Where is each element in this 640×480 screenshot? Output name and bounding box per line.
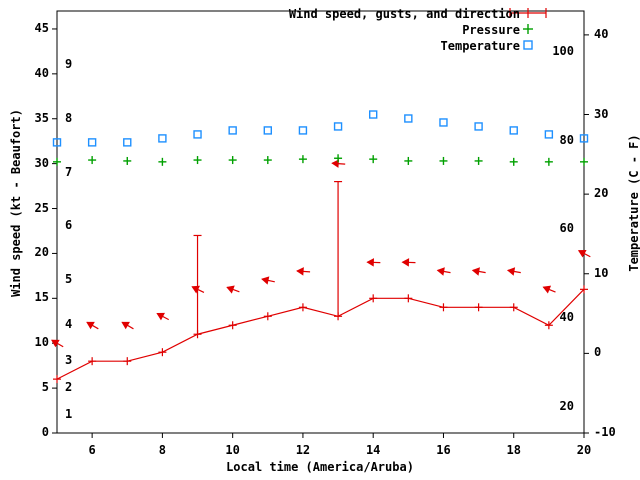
beaufort-label-6: 6 <box>65 218 73 233</box>
legend-item-pressure: Pressure <box>462 23 520 37</box>
legend-item-wind: Wind speed, gusts, and direction <box>288 7 520 21</box>
y-tick-label-c-40: 40 <box>594 26 609 41</box>
x-tick-label-18: 18 <box>506 443 521 457</box>
y-tick-label-c-30: 30 <box>594 106 609 121</box>
legend-markers <box>509 8 547 50</box>
temperature-markers <box>52 110 589 147</box>
fahrenheit-label-40: 40 <box>559 310 574 325</box>
beaufort-label-9: 9 <box>65 56 73 71</box>
beaufort-label-5: 5 <box>65 272 73 287</box>
beaufort-label-8: 8 <box>65 110 73 125</box>
beaufort-label-2: 2 <box>65 380 73 395</box>
axis-ticks <box>52 28 589 438</box>
wind-speed-line <box>53 285 588 384</box>
beaufort-label-7: 7 <box>65 164 73 179</box>
y-tick-label-c--10: -10 <box>594 425 616 439</box>
y-tick-label-c-20: 20 <box>594 186 609 201</box>
x-tick-label-10: 10 <box>225 443 240 457</box>
x-tick-label-12: 12 <box>295 443 311 457</box>
y-tick-label-c-10: 10 <box>594 265 609 280</box>
y-tick-label-kt-0: 0 <box>41 425 49 439</box>
pressure-markers <box>53 154 588 166</box>
gust-bars <box>193 180 343 335</box>
y-axis-title: Wind speed (kt - Beaufort) <box>9 109 23 297</box>
x-tick-label-16: 16 <box>436 443 451 457</box>
y-axis-title-right: Temperature (C - F) <box>627 134 640 272</box>
y-tick-label-kt-40: 40 <box>34 65 49 80</box>
legend-item-temperature: Temperature <box>440 39 520 53</box>
x-tick-label-8: 8 <box>158 443 166 457</box>
y-tick-label-c-0: 0 <box>594 345 602 360</box>
y-tick-label-kt-45: 45 <box>34 20 49 35</box>
y-tick-label-kt-15: 15 <box>34 290 49 305</box>
beaufort-label-3: 3 <box>65 353 73 368</box>
x-tick-label-6: 6 <box>88 443 96 457</box>
y-tick-label-kt-25: 25 <box>34 200 49 215</box>
fahrenheit-label-100: 100 <box>552 44 574 59</box>
fahrenheit-label-60: 60 <box>559 221 574 236</box>
beaufort-label-4: 4 <box>65 317 73 332</box>
x-tick-label-20: 20 <box>576 443 592 457</box>
beaufort-label-1: 1 <box>65 407 73 422</box>
y-tick-label-kt-20: 20 <box>34 245 49 260</box>
x-axis-title: Local time (America/Aruba) <box>226 460 414 474</box>
fahrenheit-label-20: 20 <box>559 398 574 413</box>
plot-frame <box>56 10 585 434</box>
fahrenheit-label-80: 80 <box>559 132 574 147</box>
y-tick-label-kt-30: 30 <box>34 155 49 170</box>
y-tick-label-kt-10: 10 <box>34 335 49 350</box>
x-tick-label-14: 14 <box>365 443 381 457</box>
y-tick-label-kt-35: 35 <box>34 110 49 125</box>
wind-direction-arrows <box>51 159 591 348</box>
y-tick-label-kt-5: 5 <box>41 380 49 395</box>
